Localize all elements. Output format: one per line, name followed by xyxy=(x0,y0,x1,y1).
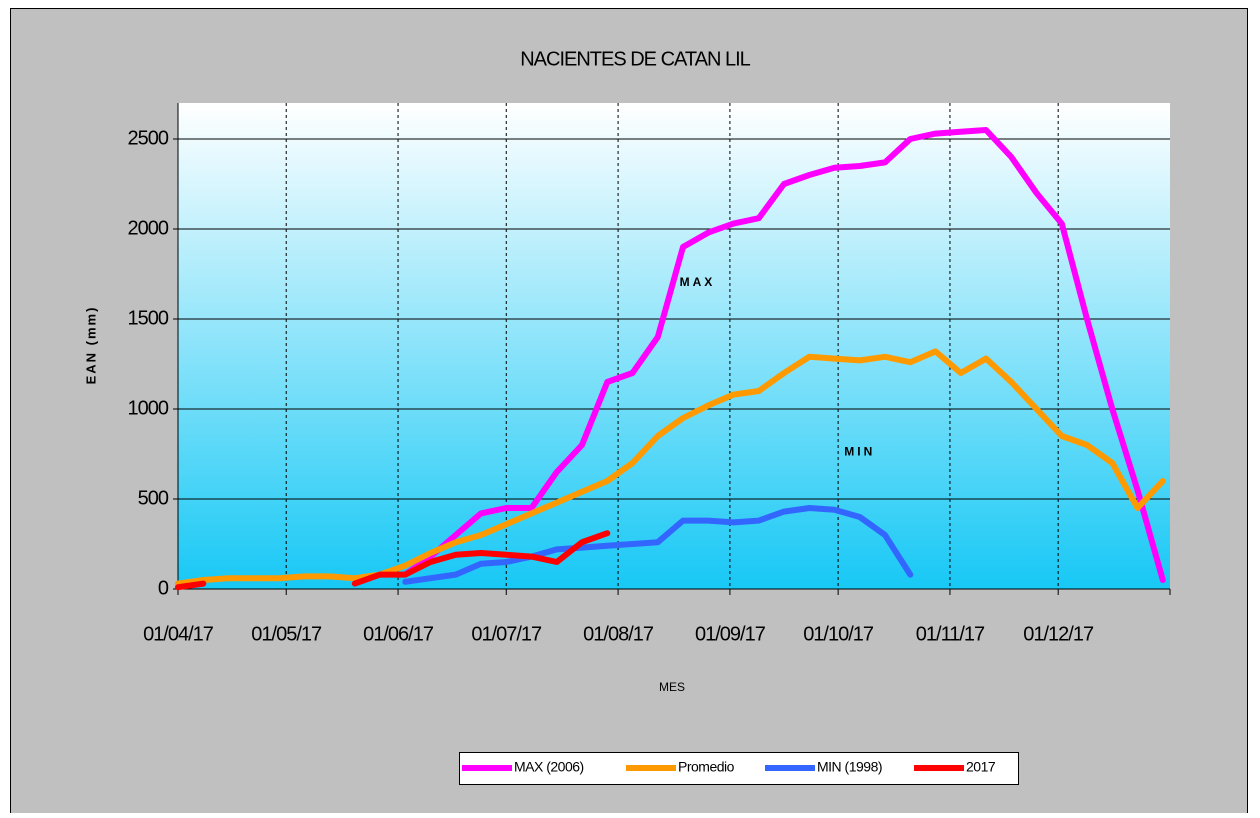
y-axis-label: EAN (mm) xyxy=(83,306,98,385)
series-line xyxy=(175,348,1166,587)
y-tick-label: 2500 xyxy=(128,127,169,149)
legend-label: Promedio xyxy=(678,759,735,775)
series-line xyxy=(175,530,611,591)
chart-title: NACIENTES DE CATAN LIL xyxy=(520,48,750,70)
x-tick-label: 01/07/17 xyxy=(471,623,542,645)
series-line xyxy=(402,505,914,585)
plot-area xyxy=(178,103,1170,589)
x-tick-label: 01/11/17 xyxy=(916,623,985,645)
x-tick-label: 01/09/17 xyxy=(695,623,766,645)
legend-label: 2017 xyxy=(966,759,996,775)
y-tick-label: 500 xyxy=(138,487,169,509)
x-tick-label: 01/05/17 xyxy=(251,623,322,645)
x-tick-label: 01/12/17 xyxy=(1023,623,1094,645)
series-line xyxy=(402,127,1166,583)
y-tick-label: 1500 xyxy=(128,307,169,329)
legend-label: MAX (2006) xyxy=(514,759,584,775)
annotation: MAX xyxy=(680,275,716,289)
y-tick-label: 1000 xyxy=(128,397,169,419)
x-tick-label: 01/10/17 xyxy=(803,623,874,645)
y-tick-label: 2000 xyxy=(128,217,169,239)
legend-label: MIN (1998) xyxy=(817,759,882,775)
x-tick-label: 01/08/17 xyxy=(583,623,654,645)
y-tick-label: 0 xyxy=(158,577,169,599)
annotation: MIN xyxy=(844,444,875,458)
x-axis-label: MES xyxy=(659,680,685,694)
x-tick-label: 01/06/17 xyxy=(363,623,434,645)
x-tick-label: 01/04/17 xyxy=(143,623,214,645)
